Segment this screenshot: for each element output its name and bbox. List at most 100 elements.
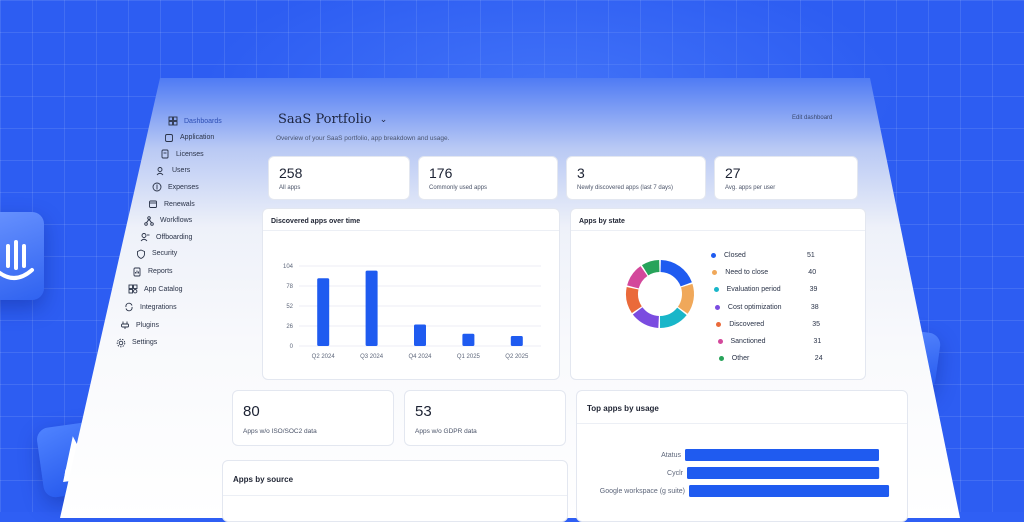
user-minus-icon [140, 233, 150, 242]
chevron-down-icon[interactable]: ⌄ [379, 114, 388, 124]
calendar-icon [149, 200, 157, 208]
sidebar-item-settings[interactable]: Settings [116, 338, 157, 348]
apps-by-state-donut [626, 260, 694, 328]
usage-bar[interactable] [685, 449, 879, 461]
edit-dashboard-button[interactable]: Edit dashboard [792, 115, 833, 121]
top-apps-usage-card: Top apps by usage Atatus Cyclr Google work… [576, 390, 908, 522]
usage-bar[interactable] [689, 485, 890, 497]
stat-label: Avg. apps per user [725, 185, 776, 191]
sidebar-item-security[interactable]: Security [136, 249, 177, 259]
sidebar-item-workflows[interactable]: Workflows [144, 215, 192, 226]
stat-card-new-apps[interactable]: 3 Newly discovered apps (last 7 days) [566, 156, 706, 200]
sidebar-item-label: Licenses [176, 150, 204, 158]
legend-count: 40 [808, 269, 817, 277]
stat-value: 3 [577, 165, 585, 181]
sidebar-item-label: Reports [148, 268, 173, 276]
sound-bars-icon [0, 240, 34, 280]
sidebar-item-label: App Catalog [144, 285, 183, 293]
usage-bar-label: Cyclr [667, 470, 684, 477]
usage-bar[interactable] [687, 467, 880, 479]
sidebar-item-label: Integrations [140, 303, 177, 311]
legend-count: 31 [813, 338, 822, 345]
stat-card-no-soc2[interactable]: 80 Apps w/o ISO/SOC2 data [232, 390, 394, 446]
donut-slice[interactable] [660, 260, 692, 287]
legend-label: Other [731, 355, 750, 363]
donut-slice[interactable] [626, 287, 642, 314]
y-tick-label: 52 [286, 304, 293, 310]
legend-label: Sanctioned [730, 338, 766, 345]
bar[interactable] [365, 270, 378, 346]
apps-by-source-title: Apps by source [233, 475, 294, 484]
users-icon [156, 166, 164, 176]
bar[interactable] [510, 336, 523, 346]
stat-value: 258 [279, 165, 303, 181]
app-icon [165, 133, 173, 142]
sidebar-item-label: Settings [132, 339, 158, 347]
sidebar-item-plugins[interactable]: Plugins [120, 320, 159, 330]
stat-card-common-apps[interactable]: 176 Commonly used apps [418, 156, 558, 200]
y-tick-label: 26 [286, 324, 293, 330]
legend-swatch [713, 287, 719, 293]
sidebar-item-app-catalog[interactable]: App Catalog [128, 284, 183, 294]
gear-icon [116, 338, 126, 348]
stat-label: Newly discovered apps (last 7 days) [577, 185, 674, 191]
y-tick-label: 78 [286, 284, 293, 290]
apps-by-state-title: Apps by state [579, 218, 625, 225]
legend-count: 39 [809, 286, 818, 294]
stat-value: 27 [725, 165, 741, 181]
y-tick-label: 104 [283, 264, 294, 270]
apps-by-state-card: Apps by state Closed 51 Need to close 40 Eva… [570, 208, 866, 380]
y-tick-label: 0 [290, 344, 294, 350]
bar[interactable] [462, 333, 475, 346]
donut-slice[interactable] [627, 266, 648, 289]
x-tick-label: Q2 2025 [505, 354, 529, 360]
sidebar-item-offboarding[interactable]: Offboarding [140, 232, 192, 242]
donut-slice[interactable] [632, 307, 659, 328]
sidebar-item-expenses[interactable]: Expenses [152, 182, 199, 192]
legend-item[interactable]: Discovered 35 [716, 321, 846, 328]
sidebar-item-users[interactable]: Users [156, 166, 190, 176]
legend-item[interactable]: Cost optimization 38 [714, 303, 845, 311]
stat-label: All apps [279, 185, 301, 191]
stat-value: 53 [415, 403, 432, 420]
legend-swatch [711, 253, 716, 258]
donut-slice[interactable] [677, 283, 694, 314]
legend-item[interactable]: Closed 51 [711, 252, 841, 259]
usage-bar-label: Google workspace (g suite) [600, 488, 685, 495]
stat-card-all-apps[interactable]: 258 All apps [268, 156, 410, 200]
legend-item[interactable]: Need to close 40 [712, 269, 842, 276]
stat-value: 80 [243, 403, 260, 420]
legend-label: Cost optimization [727, 303, 782, 311]
sidebar-item-licenses[interactable]: Licenses [160, 149, 204, 159]
legend-item[interactable]: Evaluation period 39 [713, 286, 844, 294]
donut-slice[interactable] [641, 260, 660, 276]
legend-item[interactable]: Sanctioned 31 [717, 338, 848, 345]
sidebar-item-label: Offboarding [156, 233, 193, 241]
left-logo-badge [0, 212, 44, 300]
sidebar-item-reports[interactable]: Reports [132, 267, 173, 277]
license-icon [161, 149, 169, 159]
grid-icon [168, 116, 178, 126]
report-icon [133, 267, 141, 277]
sidebar-item-label: Application [180, 134, 215, 142]
stat-card-no-gdpr[interactable]: 53 Apps w/o GDPR data [404, 390, 566, 446]
donut-slice[interactable] [660, 307, 687, 328]
legend-count: 35 [812, 320, 820, 328]
legend-label: Closed [724, 252, 746, 259]
dollar-icon [152, 182, 162, 192]
sidebar-item-application[interactable]: Application [164, 133, 214, 143]
bar[interactable] [317, 278, 330, 346]
sidebar-item-label: Plugins [136, 321, 159, 329]
sidebar-item-integrations[interactable]: Integrations [124, 302, 177, 312]
x-tick-label: Q4 2024 [408, 354, 432, 360]
stat-value: 176 [429, 165, 453, 181]
sidebar-item-label: Renewals [164, 200, 195, 208]
sidebar-item-label: Users [172, 167, 191, 175]
sidebar-item-dashboards[interactable]: Dashboards [168, 116, 222, 126]
stat-card-avg-apps[interactable]: 27 Avg. apps per user [714, 156, 858, 200]
workflow-icon [144, 215, 154, 226]
sidebar-item-renewals[interactable]: Renewals [148, 199, 195, 209]
legend-item[interactable]: Other 24 [718, 355, 849, 363]
bar[interactable] [414, 324, 426, 346]
stat-label: Apps w/o ISO/SOC2 data [243, 428, 317, 435]
